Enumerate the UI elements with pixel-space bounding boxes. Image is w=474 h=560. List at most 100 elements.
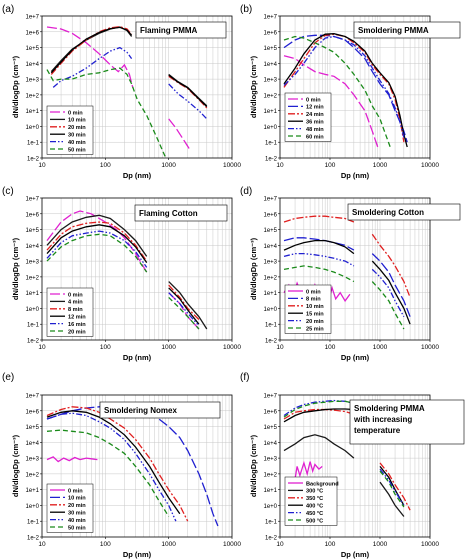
chart-title-line: with increasing (353, 415, 412, 424)
legend-label: 10 min (68, 496, 86, 502)
legend-box (284, 284, 332, 334)
x-tick-label: 100 (325, 162, 336, 169)
y-tick-label: 1e+7 (25, 394, 39, 400)
series-20-min (283, 252, 405, 318)
chart-title-line: Smoldering Nomex (104, 406, 177, 415)
legend-box (46, 483, 94, 533)
x-tick-label: 1000 (373, 162, 388, 169)
y-tick-label: 1e-2 (27, 157, 40, 163)
series-line (50, 26, 133, 74)
series-line (379, 462, 411, 511)
series-36-min (283, 33, 408, 148)
x-tick-label: 10000 (223, 344, 241, 351)
series-10-min (283, 215, 411, 298)
y-tick-label: 1e+6 (25, 409, 39, 415)
legend-label: 30 min (68, 511, 86, 517)
chart-title: Smoldering PMMA with increasing temperatur… (353, 404, 425, 435)
legend-label: 40 min (68, 518, 86, 524)
panel-c: (c) 1e-2 1e-1 1e+0 1e+1 1e+2 1e+3 1e+4 1e+5 1e+6 1… (2, 186, 241, 362)
series-line (46, 210, 148, 273)
series-line (379, 481, 405, 517)
legend-label: 12 min (306, 105, 324, 111)
panel-label: (b) (240, 4, 252, 15)
series-line (168, 296, 200, 330)
series-300-c (283, 434, 405, 517)
y-tick-label: 1e+1 (25, 488, 39, 494)
y-tick-label: 1e+4 (25, 62, 39, 68)
y-tick-label: 1e+0 (25, 125, 39, 131)
y-tick-label: 1e-2 (265, 339, 278, 345)
axes-frame (41, 197, 233, 341)
series-line (168, 83, 208, 120)
series-line (46, 412, 177, 522)
y-tick-label: 1e+2 (263, 472, 277, 478)
y-tick-label: 1e+0 (25, 307, 39, 313)
chart-title-line: Smoldering PMMA (354, 404, 425, 413)
series-line (283, 33, 408, 148)
series-line (283, 252, 355, 267)
series-15-min (283, 239, 411, 325)
y-tick-label: 1e+3 (263, 260, 277, 266)
y-tick-label: 1e+3 (25, 260, 39, 266)
series-line (46, 214, 148, 257)
series-25-min (283, 265, 405, 330)
series-line (371, 253, 411, 317)
legend-label: 4 min (68, 300, 83, 306)
series-line (46, 406, 189, 522)
y-tick-label: 1e+4 (263, 62, 277, 68)
series-line (371, 281, 405, 330)
y-tick-label: 1e+1 (263, 488, 277, 494)
series-line (46, 224, 148, 263)
x-axis-label: Dp (nm) (341, 171, 370, 180)
series-line (283, 239, 355, 255)
axes-frame (279, 15, 431, 159)
panel-label: (d) (240, 186, 252, 197)
y-tick-label: 1e+6 (25, 30, 39, 36)
y-tick-label: 1e+4 (263, 244, 277, 250)
y-tick-label: 1e-2 (27, 339, 40, 345)
panel-label: (f) (240, 372, 249, 383)
series-20-min (46, 233, 200, 330)
series-line (46, 221, 148, 262)
axes-frame (279, 394, 431, 538)
y-tick-label: 1e+0 (263, 504, 277, 510)
legend-label: 0 min (306, 97, 321, 103)
series-8-min (283, 237, 411, 317)
series-16-min (46, 230, 200, 327)
series-line (283, 434, 355, 459)
series-12-min (283, 34, 408, 143)
y-axis-label: dN/dlogDp (cm⁻³) (249, 55, 258, 118)
y-tick-label: 1e+5 (263, 228, 277, 234)
legend-label: 20 min (306, 319, 324, 325)
legend-label: 15 min (306, 312, 324, 318)
panel-a: (a) 1e-2 1e-1 1e+0 1e+1 1e+2 1e+3 1e+4 1e+5 1e+6 1… (2, 4, 241, 180)
legend-label: 400 °C (306, 504, 323, 510)
axes-frame (279, 197, 431, 341)
y-tick-label: 1e-1 (27, 141, 40, 147)
series-20-min (46, 406, 189, 522)
series-line (46, 456, 98, 463)
y-tick-label: 1e+4 (263, 441, 277, 447)
y-tick-label: 1e+4 (25, 441, 39, 447)
legend-label: 0 min (68, 488, 83, 494)
y-axis-label: dN/dlogDp (cm⁻³) (249, 434, 258, 497)
x-tick-label: 10 (276, 162, 284, 169)
series-line (283, 265, 355, 283)
x-tick-label: 1000 (373, 344, 388, 351)
y-tick-label: 1e-2 (265, 536, 278, 542)
chart-title-line: Smoldering Cotton (352, 208, 424, 217)
legend-label: 16 min (68, 322, 86, 328)
series-0-min (46, 26, 191, 151)
axes-frame (41, 15, 233, 159)
chart-title-line: Flaming PMMA (140, 26, 198, 35)
y-tick-label: 1e+1 (25, 291, 39, 297)
y-tick-label: 1e+0 (25, 504, 39, 510)
chart-title: Flaming Cotton (139, 209, 198, 218)
x-axis-label: Dp (nm) (123, 353, 152, 362)
series-line (379, 468, 405, 506)
chart-title: Smoldering Nomex (104, 406, 177, 415)
chart-title-line: Smoldering PMMA (358, 26, 429, 35)
